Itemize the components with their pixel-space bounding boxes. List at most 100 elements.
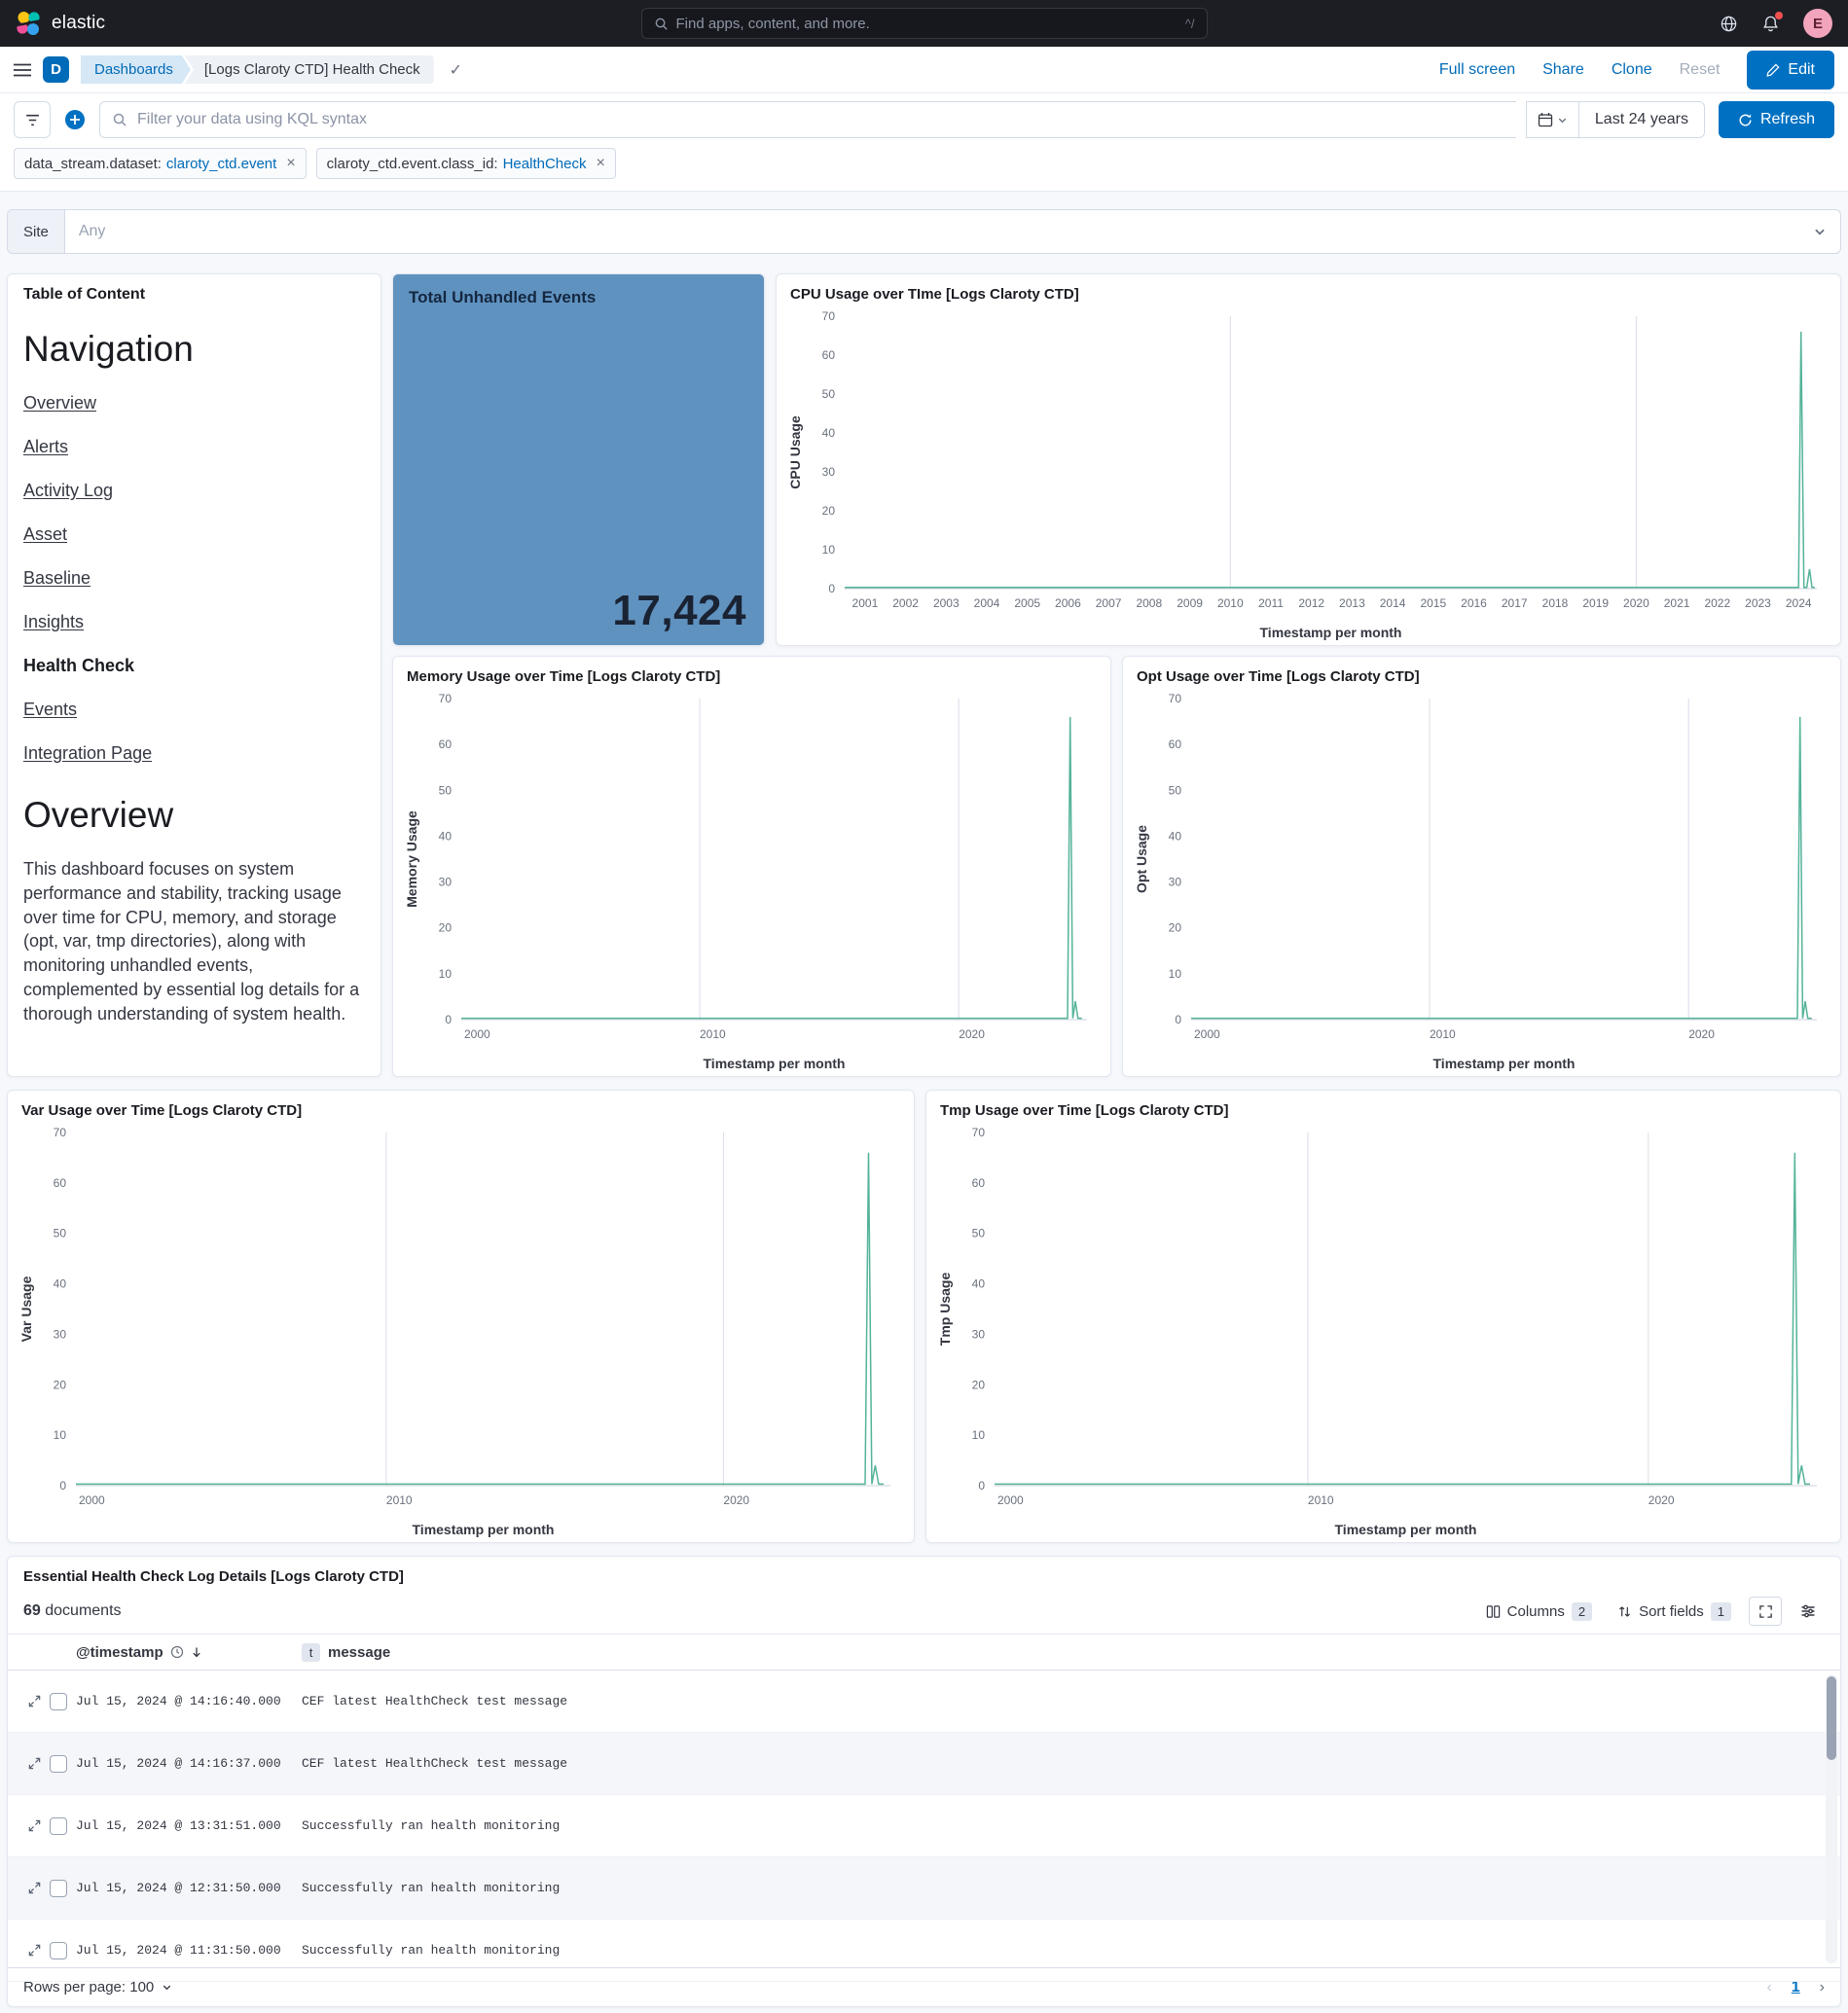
- help-globe-icon[interactable]: [1720, 15, 1738, 33]
- expand-row-icon[interactable]: [27, 1694, 42, 1708]
- add-filter-button[interactable]: [60, 101, 90, 138]
- svg-text:2000: 2000: [1194, 1027, 1220, 1041]
- sort-fields-button[interactable]: Sort fields 1: [1610, 1599, 1739, 1625]
- scrollbar-thumb[interactable]: [1827, 1676, 1836, 1760]
- next-page-icon[interactable]: ›: [1819, 1978, 1825, 1995]
- row-checkbox[interactable]: [50, 1879, 67, 1897]
- display-options-button[interactable]: [1792, 1597, 1825, 1626]
- svg-text:2022: 2022: [1704, 596, 1730, 610]
- refresh-button[interactable]: Refresh: [1718, 101, 1834, 138]
- toc-link-overview[interactable]: Overview: [23, 393, 97, 413]
- svg-text:60: 60: [439, 737, 453, 751]
- row-checkbox[interactable]: [50, 1816, 67, 1835]
- toc-link-activity-log[interactable]: Activity Log: [23, 481, 114, 500]
- remove-filter-icon[interactable]: ×: [286, 155, 296, 171]
- date-picker: Last 24 years: [1525, 101, 1705, 138]
- full-screen-button[interactable]: Full screen: [1438, 60, 1516, 78]
- clone-button[interactable]: Clone: [1611, 60, 1652, 78]
- svg-text:20: 20: [1169, 921, 1182, 935]
- tmp-usage-chart[interactable]: 0 10 20 30 40 50 60 70 2000 2010 2020 Tmp Usage Time…: [926, 1121, 1840, 1542]
- pagination: ‹ 1 ›: [1766, 1979, 1825, 1996]
- time-range-value[interactable]: Last 24 years: [1594, 111, 1688, 127]
- calendar-dropdown-button[interactable]: [1527, 102, 1579, 137]
- toc-link-alerts[interactable]: Alerts: [23, 437, 69, 456]
- svg-text:Var Usage: Var Usage: [18, 1276, 34, 1342]
- rows-per-page-selector[interactable]: Rows per page: 100: [23, 1979, 172, 1995]
- site-control[interactable]: Site Any: [7, 209, 1841, 254]
- svg-text:2010: 2010: [386, 1493, 413, 1507]
- toc-link-integration-page[interactable]: Integration Page: [23, 743, 153, 763]
- toc-link-baseline[interactable]: Baseline: [23, 568, 91, 588]
- svg-text:0: 0: [445, 1013, 452, 1026]
- cpu-usage-chart[interactable]: 0 10 20 30 40 50 60 70 2001 2002 2003 2004 2005 2006 2…: [777, 305, 1840, 645]
- svg-text:70: 70: [1169, 692, 1182, 705]
- toc-link-insights[interactable]: Insights: [23, 612, 85, 631]
- cell-message: CEF latest HealthCheck test message: [302, 1694, 568, 1708]
- brand-name: elastic: [52, 13, 106, 33]
- svg-text:2005: 2005: [1014, 596, 1040, 610]
- metric-panel[interactable]: Total Unhandled Events 17,424: [392, 273, 765, 646]
- column-header-message[interactable]: t message: [302, 1642, 1840, 1662]
- svg-text:Timestamp per month: Timestamp per month: [1260, 625, 1402, 640]
- row-checkbox[interactable]: [50, 1941, 67, 1959]
- dashboard-area: Site Any Table of Content Navigation Ove…: [0, 192, 1848, 2007]
- panel-var-usage: Var Usage over Time [Logs Claroty CTD] 0…: [7, 1090, 915, 1543]
- global-search[interactable]: ^/: [640, 8, 1208, 39]
- filter-field: claroty_ctd.event.class_id:: [326, 155, 498, 172]
- field-type-text-badge: t: [302, 1642, 320, 1662]
- refresh-icon: [1738, 113, 1753, 127]
- table-scrollbar[interactable]: [1826, 1674, 1837, 1963]
- sort-desc-icon[interactable]: [191, 1646, 202, 1658]
- toc-link-asset[interactable]: Asset: [23, 524, 68, 544]
- dashboard-app-badge[interactable]: D: [43, 56, 69, 83]
- breadcrumb-dashboards[interactable]: Dashboards: [81, 55, 191, 84]
- pencil-icon: [1766, 63, 1780, 77]
- cell-timestamp: Jul 15, 2024 @ 11:31:50.000: [76, 1943, 281, 1958]
- expand-row-icon[interactable]: [27, 1756, 42, 1771]
- svg-text:30: 30: [822, 465, 836, 479]
- filter-value: HealthCheck: [502, 155, 587, 172]
- svg-text:2010: 2010: [700, 1027, 726, 1041]
- page-number[interactable]: 1: [1791, 1978, 1800, 1995]
- kql-search-box[interactable]: [99, 101, 1516, 138]
- remove-filter-icon[interactable]: ×: [596, 155, 605, 171]
- row-checkbox[interactable]: [50, 1754, 67, 1773]
- fullscreen-button[interactable]: [1749, 1597, 1782, 1626]
- var-usage-chart[interactable]: 0 10 20 30 40 50 60 70 2000 2010 2020 Var Usage Time…: [8, 1121, 914, 1542]
- avatar[interactable]: E: [1803, 9, 1832, 38]
- opt-usage-chart[interactable]: 0 10 20 30 40 50 60 70 2000 2010 2020 Opt Usage Time…: [1123, 687, 1840, 1076]
- svg-text:2024: 2024: [1786, 596, 1812, 610]
- expand-row-icon[interactable]: [27, 1881, 42, 1895]
- svg-text:40: 40: [972, 1277, 986, 1291]
- svg-text:60: 60: [1169, 737, 1182, 751]
- search-shortcut-hint: ^/: [1184, 16, 1195, 31]
- edit-button[interactable]: Edit: [1747, 50, 1834, 90]
- filter-pill[interactable]: claroty_ctd.event.class_id: HealthCheck …: [315, 148, 616, 179]
- search-icon: [112, 112, 127, 127]
- svg-text:10: 10: [1169, 967, 1182, 981]
- filter-pills-row: data_stream.dataset: claroty_ctd.event ×…: [0, 146, 1848, 192]
- memory-usage-chart[interactable]: 0 10 20 30 40 50 60 70 2000 2010 2020 Memory Usage T…: [393, 687, 1110, 1076]
- elastic-brand[interactable]: elastic: [16, 11, 105, 37]
- share-button[interactable]: Share: [1542, 60, 1584, 78]
- svg-text:0: 0: [978, 1479, 985, 1492]
- svg-text:50: 50: [439, 783, 453, 797]
- svg-text:CPU Usage: CPU Usage: [787, 415, 803, 489]
- kql-input[interactable]: [137, 111, 1504, 128]
- svg-text:2012: 2012: [1298, 596, 1324, 610]
- notifications-bell-icon[interactable]: [1761, 11, 1783, 33]
- filter-pill[interactable]: data_stream.dataset: claroty_ctd.event ×: [14, 148, 307, 179]
- expand-row-icon[interactable]: [27, 1818, 42, 1833]
- row-checkbox[interactable]: [50, 1692, 67, 1710]
- filter-menu-button[interactable]: [14, 101, 51, 138]
- panel-memory-usage: Memory Usage over Time [Logs Claroty CTD…: [392, 656, 1111, 1077]
- menu-hamburger-icon[interactable]: [14, 63, 31, 77]
- global-search-input[interactable]: [675, 15, 1178, 32]
- toc-link-events[interactable]: Events: [23, 700, 78, 719]
- column-header-timestamp[interactable]: @timestamp: [68, 1644, 302, 1661]
- expand-row-icon[interactable]: [27, 1943, 42, 1958]
- clock-icon: [170, 1645, 184, 1659]
- svg-text:2011: 2011: [1258, 596, 1284, 610]
- svg-text:50: 50: [822, 387, 836, 401]
- columns-button[interactable]: Columns 2: [1478, 1599, 1600, 1625]
